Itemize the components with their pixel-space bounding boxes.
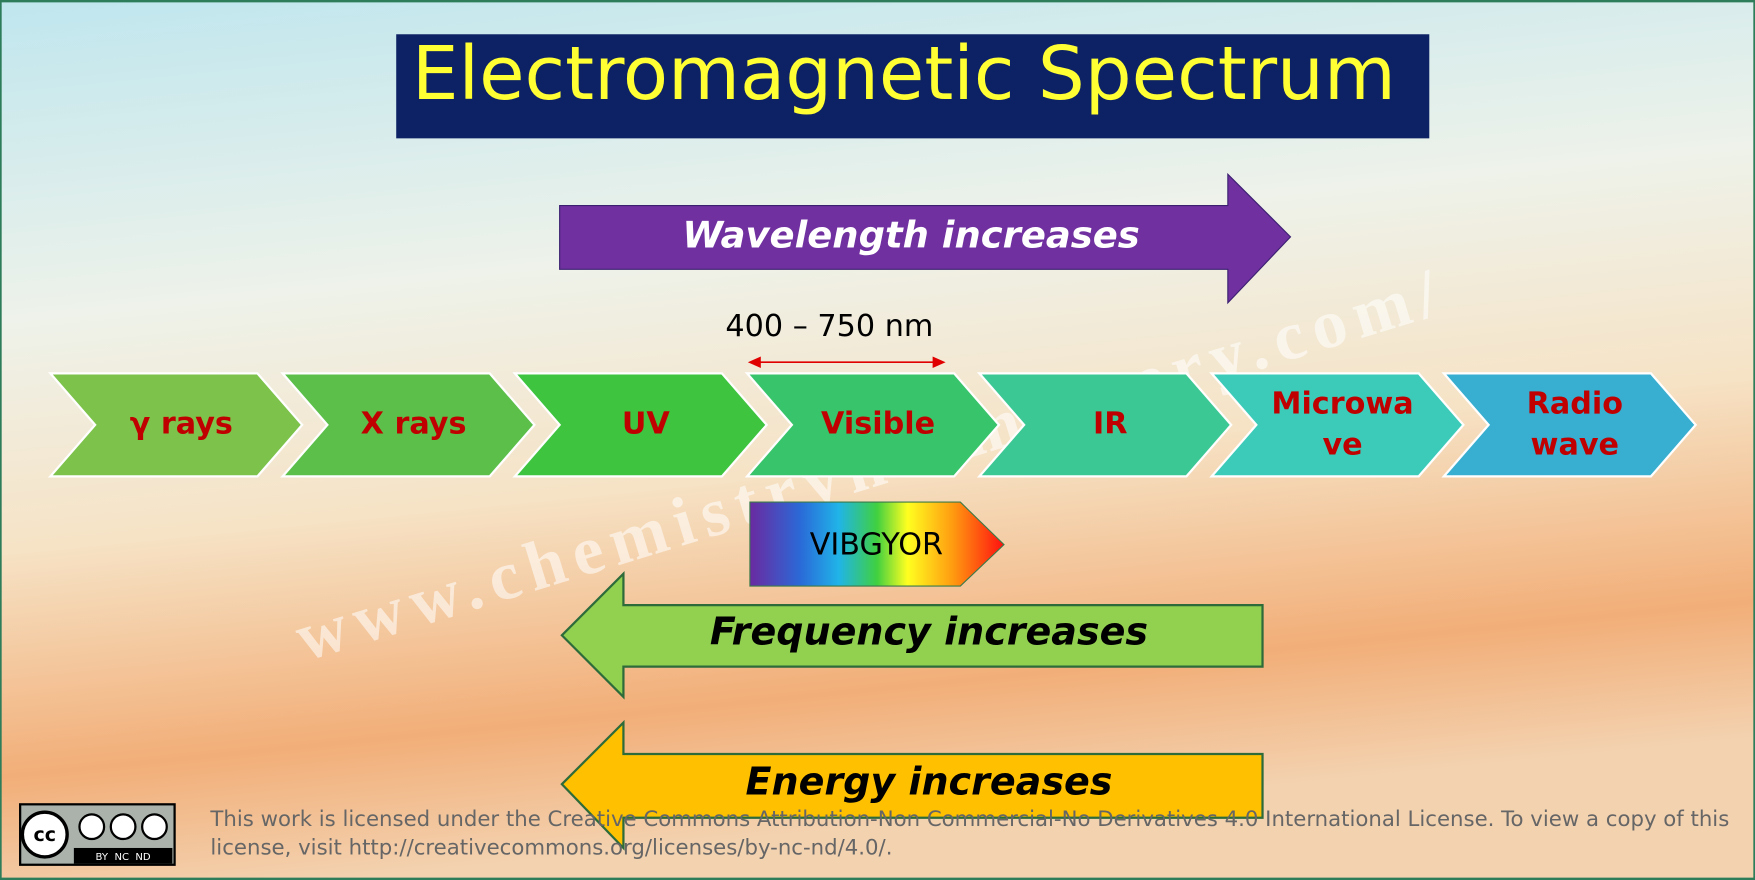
- band-chevron: [976, 372, 1233, 478]
- vibgyor-label: VIBGYOR: [810, 527, 943, 562]
- band-chevron: [512, 372, 769, 478]
- vibgyor-arrow: [749, 501, 1005, 587]
- cc-badge: cc BY NC ND: [19, 803, 176, 866]
- band-chevron: [1209, 372, 1465, 478]
- wavelength-arrow: [559, 172, 1292, 305]
- band-chevron: [47, 372, 304, 478]
- frequency-arrow: [560, 571, 1264, 700]
- band-label: γ rays: [130, 406, 233, 441]
- badge-cc: cc: [33, 824, 56, 846]
- badge-terms: BY NC ND: [96, 852, 151, 863]
- title: Electromagnetic Spectrum: [412, 31, 1396, 117]
- band-label: UV: [622, 406, 671, 441]
- band-label: Radio wave: [1527, 386, 1623, 462]
- title-box: [396, 34, 1430, 139]
- band-label: Microwa ve: [1271, 386, 1413, 462]
- band-label: X rays: [361, 406, 467, 441]
- band-label: IR: [1093, 406, 1128, 441]
- license-text: This work is licensed under the Creative…: [209, 807, 1729, 861]
- band-chevron: [744, 372, 1001, 478]
- range-label: 400 – 750 nm: [725, 309, 933, 344]
- band-label: Visible: [821, 406, 935, 441]
- energy-arrow: [560, 719, 1264, 851]
- band-chevron: [1441, 372, 1698, 478]
- band-chevron: [280, 372, 536, 478]
- wavelength-label: Wavelength increases: [682, 213, 1139, 256]
- frequency-label: Frequency increases: [710, 610, 1148, 654]
- range-arrow: [747, 356, 946, 368]
- energy-label: Energy increases: [746, 760, 1113, 804]
- bands: γ rays X rays UV Visible IR Microwa ve Radio wav…: [47, 372, 1698, 478]
